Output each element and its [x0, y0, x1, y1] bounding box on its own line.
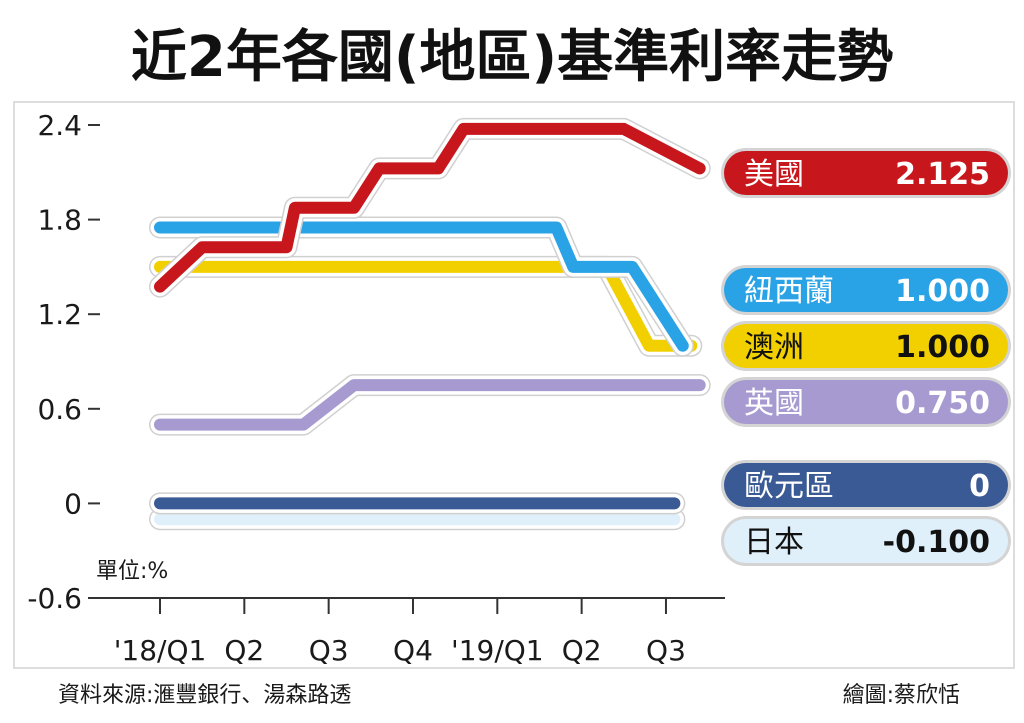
- x-tick-label: Q2: [224, 634, 264, 667]
- source-note: 資料來源:滙豐銀行、湯森路透: [58, 683, 351, 708]
- legend-label: 歐元區: [744, 469, 834, 504]
- legend-value: 0: [969, 469, 990, 504]
- series-line-0: [154, 122, 706, 293]
- y-tick-label: 1.2: [37, 298, 82, 331]
- y-tick-label: -0.6: [27, 582, 82, 615]
- legend-entry: 澳洲 1.000: [721, 321, 1011, 371]
- legend-value: -0.100: [883, 525, 990, 560]
- legend-value: 0.750: [895, 386, 990, 421]
- unit-label: 單位:%: [96, 559, 168, 584]
- legend-label: 紐西蘭: [744, 274, 834, 309]
- legend-label: 英國: [744, 386, 804, 421]
- legend-entry: 日本 -0.100: [721, 516, 1011, 566]
- series-layer: [149, 117, 711, 531]
- plot-frame: [13, 101, 1015, 669]
- legend-entry: 歐元區 0: [721, 460, 1011, 510]
- legend-badge: [724, 268, 1008, 312]
- legend-badge: [724, 519, 1008, 563]
- legend-label: 日本: [744, 525, 804, 560]
- y-tick-label: 0: [64, 487, 82, 520]
- x-tick-label: Q3: [309, 634, 349, 667]
- series-line-2: [154, 260, 698, 352]
- x-tick-label: '19/Q1: [451, 634, 544, 667]
- legend-value: 1.000: [895, 274, 990, 309]
- x-tick-label: '18/Q1: [114, 634, 207, 667]
- legend-entry: 英國 0.750: [721, 377, 1011, 427]
- series-line-3: [154, 379, 706, 431]
- legend-layer: 美國 2.125 紐西蘭 1.000 澳洲 1.000 英國 0.750 歐元區 0 日本 -0.10…: [721, 148, 1011, 566]
- chart-title: 近2年各國(地區)基準利率走勢: [131, 25, 893, 90]
- legend-label: 澳洲: [744, 330, 804, 365]
- x-tick-label: Q4: [393, 634, 433, 667]
- series-line-1: [154, 221, 689, 352]
- legend-badge: [724, 463, 1008, 507]
- legend-label: 美國: [744, 157, 804, 192]
- legend-entry: 紐西蘭 1.000: [721, 265, 1011, 315]
- y-tick-label: 1.8: [37, 204, 82, 237]
- credit-note: 繪圖:蔡欣恬: [843, 683, 960, 708]
- legend-badge: [724, 151, 1008, 195]
- legend-value: 1.000: [895, 330, 990, 365]
- x-tick-label: Q2: [562, 634, 602, 667]
- legend-badge: [724, 324, 1008, 368]
- legend-entry: 美國 2.125: [721, 148, 1011, 198]
- y-tick-label: 2.4: [37, 109, 82, 142]
- x-tick-label: Q3: [646, 634, 686, 667]
- legend-value: 2.125: [895, 157, 990, 192]
- axes-layer: 2.4 1.8 1.2 0.6 0 -0.6 '18/Q1 Q2 Q3 Q4 '19/Q1 Q2 Q3: [27, 109, 725, 667]
- y-tick-label: 0.6: [37, 393, 82, 426]
- legend-badge: [724, 380, 1008, 424]
